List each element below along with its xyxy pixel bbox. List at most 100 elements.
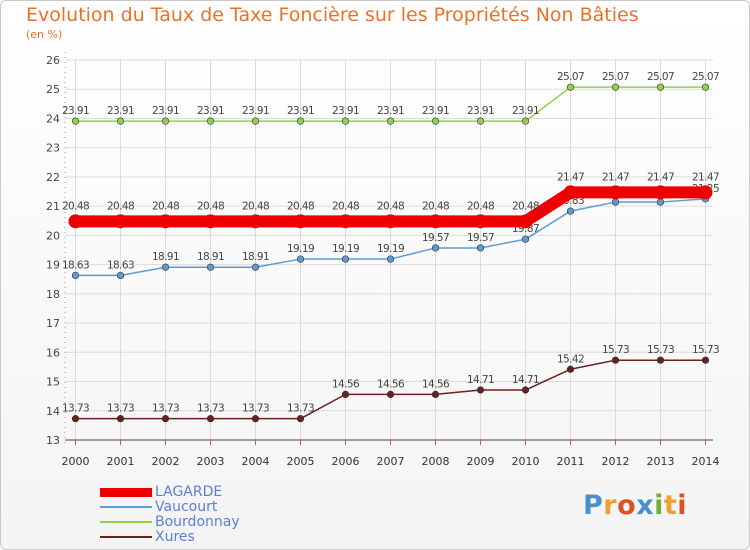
data-label: 20.48 xyxy=(332,200,359,212)
data-label: 20.48 xyxy=(242,200,269,212)
data-label: 15.73 xyxy=(647,344,674,356)
data-label: 21.47 xyxy=(557,171,584,183)
data-point xyxy=(206,117,215,125)
data-point xyxy=(476,117,485,125)
data-label: 23.91 xyxy=(242,105,269,117)
legend-swatch xyxy=(100,536,152,538)
data-point xyxy=(566,207,575,215)
x-tick-label: 2004 xyxy=(242,455,270,468)
data-point xyxy=(476,244,485,252)
data-point xyxy=(698,185,713,200)
data-point xyxy=(611,356,620,364)
data-point xyxy=(563,185,578,200)
y-tick-label: 25 xyxy=(46,83,60,96)
proxiti-logo: Proxiti xyxy=(583,490,687,521)
data-point xyxy=(566,365,575,373)
data-label: 14.56 xyxy=(422,378,450,390)
data-point xyxy=(611,198,620,206)
data-point xyxy=(383,214,398,229)
data-label: 25.07 xyxy=(557,71,584,83)
data-point xyxy=(296,255,305,263)
logo-letter: t xyxy=(663,490,678,521)
x-tick-label: 2008 xyxy=(422,455,450,468)
data-point xyxy=(701,83,710,91)
data-point xyxy=(116,415,125,423)
data-label: 25.07 xyxy=(692,71,719,83)
data-label: 20.48 xyxy=(107,200,134,212)
chart-title: Evolution du Taux de Taxe Foncière sur l… xyxy=(26,4,639,26)
data-label: 23.91 xyxy=(197,105,224,117)
data-label: 20.48 xyxy=(467,200,494,212)
data-point xyxy=(656,198,665,206)
data-label: 18.63 xyxy=(107,259,134,271)
x-tick-label: 2014 xyxy=(692,455,720,468)
data-point xyxy=(608,185,623,200)
data-point xyxy=(251,263,260,271)
logo-letter: i xyxy=(654,490,664,521)
data-label: 25.07 xyxy=(602,71,629,83)
data-point xyxy=(296,415,305,423)
data-point xyxy=(701,356,710,364)
data-label: 15.73 xyxy=(602,344,629,356)
data-label: 18.91 xyxy=(152,251,179,263)
y-tick-label: 15 xyxy=(46,376,60,389)
data-point xyxy=(71,117,80,125)
data-label: 18.63 xyxy=(62,259,89,271)
y-tick-label: 26 xyxy=(46,54,60,67)
data-point xyxy=(251,415,260,423)
data-point xyxy=(341,117,350,125)
x-tick-label: 2009 xyxy=(467,455,495,468)
data-label: 13.73 xyxy=(62,403,89,415)
data-point xyxy=(428,214,443,229)
y-tick-label: 24 xyxy=(46,112,60,125)
y-tick-label: 18 xyxy=(46,288,60,301)
unit-label: (en %) xyxy=(26,28,63,41)
legend-swatch xyxy=(100,488,152,497)
data-label: 13.73 xyxy=(287,403,314,415)
data-point xyxy=(341,255,350,263)
data-label: 23.91 xyxy=(512,105,539,117)
data-point xyxy=(251,117,260,125)
data-label: 19.57 xyxy=(422,232,449,244)
data-label: 13.73 xyxy=(107,403,134,415)
data-label: 15.73 xyxy=(692,344,719,356)
data-label: 21.47 xyxy=(692,171,719,183)
x-tick-label: 2006 xyxy=(332,455,360,468)
data-point xyxy=(206,415,215,423)
data-point xyxy=(206,263,215,271)
y-tick-label: 16 xyxy=(46,346,60,359)
data-label: 20.48 xyxy=(287,200,314,212)
x-tick-label: 2000 xyxy=(62,455,90,468)
data-point xyxy=(431,117,440,125)
data-point xyxy=(161,117,170,125)
data-label: 23.91 xyxy=(152,105,179,117)
data-label: 19.19 xyxy=(332,243,359,255)
data-point xyxy=(248,214,263,229)
x-tick-label: 2010 xyxy=(512,455,540,468)
data-label: 20.48 xyxy=(512,200,539,212)
y-tick-label: 13 xyxy=(46,434,60,447)
data-point xyxy=(656,356,665,364)
y-tick-label: 21 xyxy=(46,200,60,213)
data-label: 13.73 xyxy=(197,403,224,415)
data-point xyxy=(476,386,485,394)
data-point xyxy=(656,83,665,91)
data-point xyxy=(293,214,308,229)
data-point xyxy=(113,214,128,229)
data-label: 23.91 xyxy=(332,105,359,117)
y-tick-label: 19 xyxy=(46,259,60,272)
y-tick-label: 22 xyxy=(46,171,60,184)
data-label: 19.57 xyxy=(467,232,494,244)
data-label: 19.19 xyxy=(287,243,314,255)
data-label: 20.48 xyxy=(422,200,449,212)
legend-label-bourdonnay: Bourdonnay xyxy=(155,514,240,530)
data-label: 23.91 xyxy=(62,105,89,117)
data-point xyxy=(611,83,620,91)
x-tick-label: 2012 xyxy=(602,455,630,468)
data-point xyxy=(386,255,395,263)
data-label: 19.19 xyxy=(377,243,404,255)
data-label: 13.73 xyxy=(242,403,269,415)
data-point xyxy=(203,214,218,229)
logo-letter: r xyxy=(603,490,618,521)
